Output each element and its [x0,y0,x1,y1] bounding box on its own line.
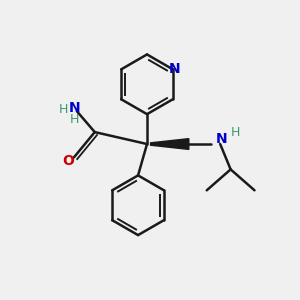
Text: H: H [70,113,79,126]
Text: O: O [62,154,74,168]
Polygon shape [151,139,189,149]
Text: N: N [69,100,80,115]
Text: H: H [230,126,240,139]
Text: H: H [59,103,68,116]
Text: N: N [216,132,227,146]
Text: N: N [169,62,180,76]
